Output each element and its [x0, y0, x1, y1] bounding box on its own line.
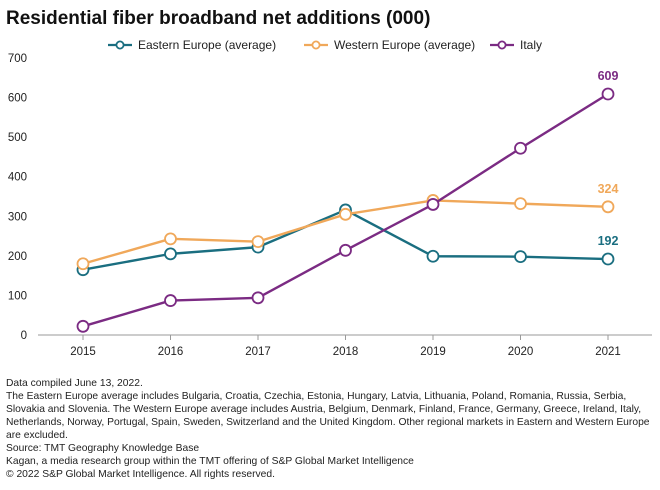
x-tick-label: 2017 — [245, 346, 271, 358]
series-italy: 609 — [76, 69, 619, 333]
legend-marker-italy — [497, 40, 507, 50]
data-point-italy — [251, 291, 265, 305]
note-definition: The Eastern Europe average includes Bulg… — [6, 391, 650, 441]
line-chart: Eastern Europe (average) Western Europe (… — [8, 38, 652, 358]
x-tick-label: 2015 — [70, 346, 96, 358]
note-copyright: © 2022 S&P Global Market Intelligence. A… — [6, 469, 275, 480]
y-tick-label: 100 — [8, 290, 27, 302]
data-point-western-europe-average — [76, 257, 90, 271]
y-tick-label: 600 — [8, 93, 27, 105]
y-tick-label: 200 — [8, 251, 27, 263]
data-point-italy — [426, 198, 440, 211]
data-point-eastern-europe-average — [426, 249, 440, 263]
legend-label-eastern-europe-average: Eastern Europe (average) — [138, 38, 276, 52]
legend: Eastern Europe (average) Western Europe (… — [108, 38, 542, 52]
data-label-eastern-europe-average: 192 — [598, 234, 619, 248]
note-date: Data compiled June 13, 2022. — [6, 378, 143, 389]
x-tick-label: 2020 — [508, 346, 534, 358]
note-source: Source: TMT Geography Knowledge Base — [6, 443, 200, 454]
data-point-western-europe-average — [251, 235, 265, 249]
x-tick-label: 2021 — [595, 346, 621, 358]
data-point-western-europe-average — [514, 197, 527, 211]
x-tick-label: 2019 — [420, 346, 446, 358]
series-group: 192 324 609 — [76, 69, 619, 333]
data-point-eastern-europe-average — [514, 250, 527, 264]
x-tick-label: 2016 — [158, 346, 184, 358]
x-tick-label: 2018 — [333, 346, 359, 358]
y-tick-label: 300 — [8, 211, 27, 223]
data-label-italy: 609 — [598, 69, 619, 83]
axes: 0 100 200 300 400 500 600 700 2015 2016 2017 2018 20… — [8, 53, 652, 358]
legend-label-western-europe-average: Western Europe (average) — [334, 38, 475, 52]
data-point-western-europe-average — [164, 232, 177, 246]
data-point-italy — [76, 319, 90, 333]
data-point-italy — [339, 243, 352, 257]
data-point-western-europe-average — [339, 207, 352, 221]
y-tick-label: 0 — [21, 330, 27, 342]
legend-marker-eastern-europe-average — [115, 40, 125, 50]
y-tick-label: 700 — [8, 53, 27, 65]
data-point-eastern-europe-average — [164, 247, 177, 261]
data-label-western-europe-average: 324 — [598, 182, 619, 196]
data-point-eastern-europe-average — [601, 252, 615, 266]
chart-notes: Data compiled June 13, 2022. The Eastern… — [6, 377, 656, 481]
y-tick-label: 500 — [8, 132, 27, 144]
legend-label-italy: Italy — [520, 38, 542, 52]
data-point-italy — [514, 141, 527, 155]
chart-title: Residential fiber broadband net addition… — [6, 8, 431, 29]
legend-marker-western-europe-average — [311, 40, 321, 50]
data-point-western-europe-average — [601, 200, 615, 214]
note-publisher: Kagan, a media research group within the… — [6, 456, 414, 467]
data-point-italy — [601, 87, 615, 101]
y-tick-label: 400 — [8, 172, 27, 184]
data-point-italy — [164, 294, 177, 307]
